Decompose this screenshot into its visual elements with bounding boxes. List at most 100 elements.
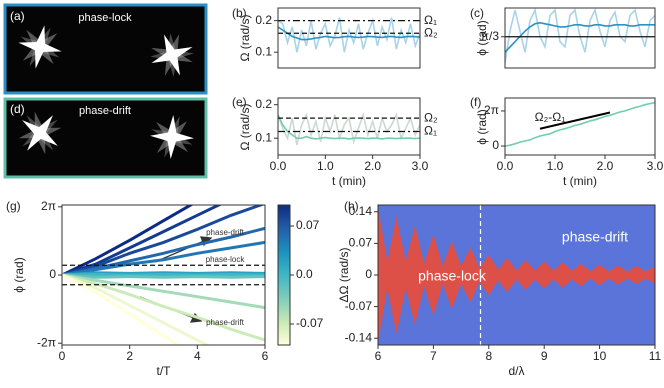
annotation: phase-lock bbox=[206, 255, 246, 264]
y-tick-label: 2π bbox=[484, 103, 499, 117]
y-tick-label: 0 bbox=[492, 138, 499, 152]
x-tick-label: 6 bbox=[262, 349, 269, 363]
annotation: phase-drift bbox=[562, 229, 628, 245]
series-line bbox=[505, 101, 655, 147]
series-line bbox=[62, 273, 265, 310]
panel-label: (c) bbox=[470, 6, 484, 20]
envelope-area bbox=[378, 275, 655, 343]
series-line bbox=[62, 205, 194, 277]
series-line bbox=[62, 205, 265, 277]
series-line bbox=[278, 17, 420, 53]
y-tick-label: 0.2 bbox=[255, 97, 272, 111]
x-tick-label: 2 bbox=[126, 349, 133, 363]
x-tick-label: 1.0 bbox=[547, 159, 564, 173]
x-tick-label: 7 bbox=[430, 349, 437, 363]
x-axis-label: t/T bbox=[157, 364, 172, 378]
series-line bbox=[62, 273, 211, 345]
reference-label: Ω₂ bbox=[424, 110, 438, 124]
annotation: Ω₂-Ω₁ bbox=[535, 110, 566, 124]
colorbar bbox=[277, 204, 291, 346]
image-caption: phase-lock bbox=[78, 12, 132, 24]
x-tick-label: 2.0 bbox=[364, 159, 381, 173]
x-tick-label: 2.0 bbox=[597, 159, 614, 173]
series-line bbox=[62, 271, 265, 277]
y-tick-label: -0.14 bbox=[345, 330, 373, 344]
y-tick-label: π/3 bbox=[481, 29, 500, 43]
x-axis-label: t (min) bbox=[332, 174, 366, 188]
x-tick-label: 0.0 bbox=[497, 159, 514, 173]
series-line bbox=[62, 273, 265, 279]
particles bbox=[18, 25, 194, 159]
image-caption: phase-drift bbox=[79, 105, 131, 117]
y-axis-label: Ω (rad/s) bbox=[238, 15, 252, 62]
series-line bbox=[62, 272, 265, 277]
y-tick-label: 0.2 bbox=[255, 13, 272, 27]
panel-label: (e) bbox=[232, 95, 247, 109]
y-axis-label: ϕ (rad) bbox=[475, 20, 489, 55]
panel-label: (g) bbox=[6, 199, 21, 213]
x-tick-label: 3.0 bbox=[647, 159, 664, 173]
plot-area bbox=[505, 8, 655, 63]
reference-label: Ω₂ bbox=[424, 25, 438, 39]
y-tick-label: 0.1 bbox=[255, 130, 272, 144]
annotation: phase-drift bbox=[206, 228, 245, 237]
plot-area bbox=[505, 101, 655, 147]
panel-label: (f) bbox=[470, 95, 481, 109]
x-tick-label: 8 bbox=[485, 349, 492, 363]
plot-area bbox=[378, 205, 655, 345]
x-tick-label: 6 bbox=[375, 349, 382, 363]
colorbar-tick-label: 0.0 bbox=[296, 267, 313, 281]
y-axis-label: ϕ (rad) bbox=[12, 257, 26, 292]
x-tick-label: 11 bbox=[649, 349, 662, 363]
series-line bbox=[62, 205, 223, 277]
x-tick-label: 10 bbox=[593, 349, 607, 363]
x-axis-label: t (min) bbox=[563, 174, 597, 188]
series-line bbox=[62, 240, 265, 277]
y-tick-label: -0.07 bbox=[345, 299, 373, 313]
x-tick-label: 9 bbox=[541, 349, 548, 363]
panel-label: (a) bbox=[10, 9, 25, 23]
series-line bbox=[278, 114, 420, 140]
x-tick-label: 0.0 bbox=[270, 159, 287, 173]
series-line bbox=[278, 26, 420, 41]
axes-frame bbox=[61, 204, 266, 346]
axes-frame bbox=[377, 204, 656, 346]
y-tick-label: 0 bbox=[49, 267, 56, 281]
y-tick-label: 0 bbox=[365, 267, 372, 281]
y-tick-label: 0.14 bbox=[349, 204, 373, 218]
reference-label: Ω₁ bbox=[424, 124, 437, 138]
envelope-area bbox=[378, 207, 655, 275]
particle bbox=[18, 25, 62, 69]
colorbar-tick-label: -0.07 bbox=[296, 316, 324, 330]
series-line bbox=[278, 111, 420, 146]
annotation: phase-lock bbox=[418, 268, 487, 284]
particle bbox=[151, 34, 193, 76]
annotation: phase-drift bbox=[206, 318, 245, 327]
panel-label: (b) bbox=[232, 6, 247, 20]
y-tick-label: 0.1 bbox=[255, 44, 272, 58]
slope-guide bbox=[539, 111, 611, 130]
plot-area bbox=[278, 111, 420, 146]
x-axis-label: d/λ bbox=[508, 364, 524, 378]
axes-frame bbox=[277, 97, 421, 156]
x-tick-label: 1.0 bbox=[317, 159, 334, 173]
colorbar-tick-label: 0.07 bbox=[296, 218, 320, 232]
axes-frame bbox=[504, 97, 656, 156]
axes-frame bbox=[504, 7, 656, 69]
panel-label: (d) bbox=[10, 102, 25, 116]
series-line bbox=[62, 273, 181, 345]
series-line bbox=[505, 21, 655, 53]
particle bbox=[22, 115, 58, 151]
particle bbox=[150, 115, 194, 159]
y-tick-label: -2π bbox=[37, 335, 56, 349]
x-tick-label: 0 bbox=[59, 349, 66, 363]
x-tick-label: 4 bbox=[194, 349, 201, 363]
reference-label: Ω₁ bbox=[424, 13, 437, 27]
y-axis-label: Ω (rad/s) bbox=[238, 104, 252, 151]
series-line bbox=[62, 273, 265, 342]
y-tick-label: 2π bbox=[41, 199, 56, 213]
plot-area bbox=[278, 17, 420, 53]
y-axis-label: ΔΩ (rad/s) bbox=[337, 248, 351, 303]
panel-label: (h) bbox=[344, 199, 359, 213]
